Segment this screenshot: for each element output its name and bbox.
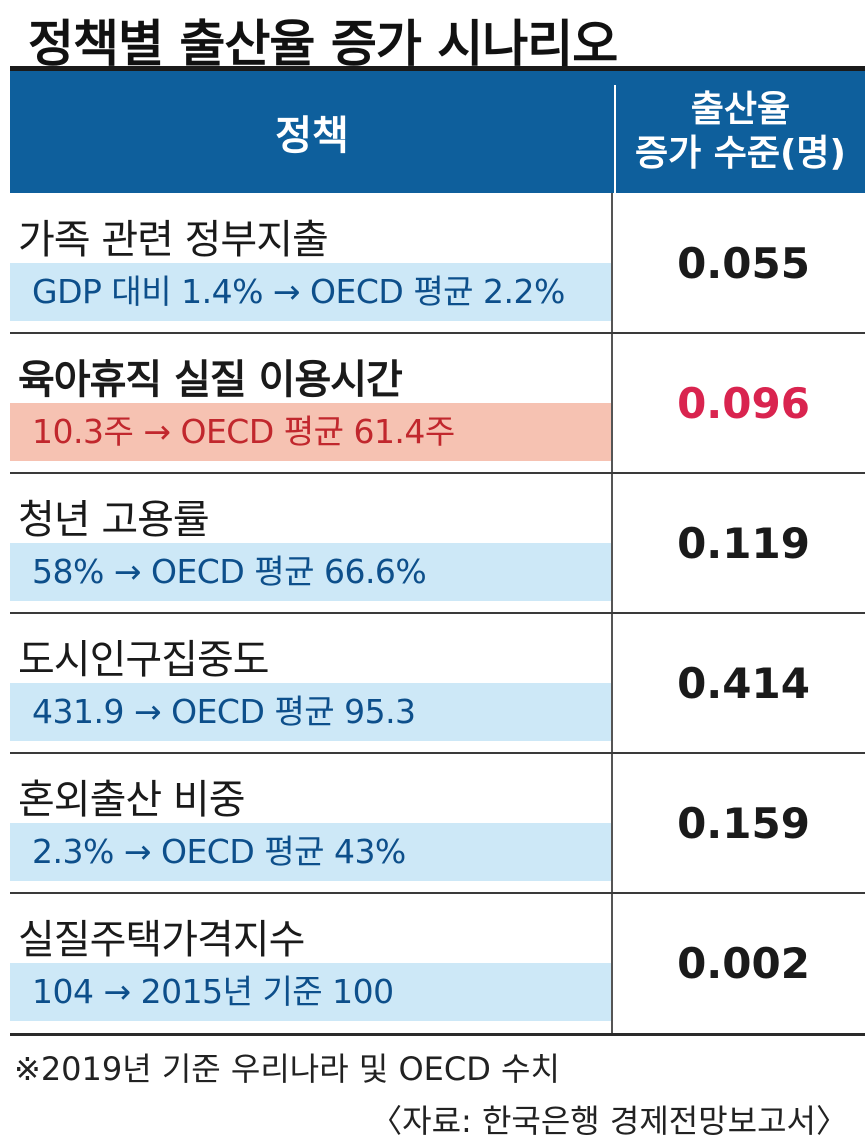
birthrate-value: 0.414 <box>677 658 810 708</box>
policy-name: 육아휴직 실질 이용시간 <box>18 357 403 403</box>
row-divider <box>10 612 865 614</box>
row-divider <box>10 332 865 334</box>
policy-detail: 58% → OECD 평균 66.6% <box>10 543 612 601</box>
birthrate-value: 0.096 <box>677 378 810 428</box>
policy-name: 청년 고용률 <box>18 497 210 543</box>
header-divider <box>614 85 616 195</box>
birthrate-value: 0.159 <box>677 798 810 848</box>
table-row: 혼외출산 비중 2.3% → OECD 평균 43% 0.159 <box>10 753 865 893</box>
policy-detail: 10.3주 → OECD 평균 61.4주 <box>10 403 612 461</box>
table-row: 가족 관련 정부지출 GDP 대비 1.4% → OECD 평균 2.2% 0.05… <box>10 193 865 333</box>
policy-name: 실질주택가격지수 <box>18 917 305 963</box>
chart-title: 정책별 출산율 증가 시나리오 <box>28 15 618 73</box>
policy-name: 가족 관련 정부지출 <box>18 217 329 263</box>
column-divider <box>611 333 613 473</box>
header-birthrate: 출산율 증가 수준(명) <box>634 89 847 174</box>
row-divider <box>10 472 865 474</box>
row-divider <box>10 892 865 894</box>
policy-detail: 104 → 2015년 기준 100 <box>10 963 612 1021</box>
table-bottom-rule <box>10 1033 865 1036</box>
birthrate-value: 0.002 <box>677 938 810 988</box>
table-row: 청년 고용률 58% → OECD 평균 66.6% 0.119 <box>10 473 865 613</box>
column-divider <box>611 893 613 1033</box>
policy-name: 혼외출산 비중 <box>18 777 246 823</box>
row-divider <box>10 752 865 754</box>
policy-name: 도시인구집중도 <box>18 637 270 683</box>
policy-detail: 431.9 → OECD 평균 95.3 <box>10 683 612 741</box>
title-rule <box>10 66 865 71</box>
footnote: ※2019년 기준 우리나라 및 OECD 수치 <box>14 1050 560 1088</box>
source-note: 〈자료: 한국은행 경제전망보고서〉 <box>370 1102 848 1140</box>
table-header: 정책 출산율 증가 수준(명) <box>10 71 865 195</box>
policy-detail: 2.3% → OECD 평균 43% <box>10 823 612 881</box>
policy-detail: GDP 대비 1.4% → OECD 평균 2.2% <box>10 263 612 321</box>
birthrate-value: 0.055 <box>677 238 810 288</box>
column-divider <box>611 193 613 333</box>
birthrate-value: 0.119 <box>677 518 810 568</box>
header-policy: 정책 <box>275 113 349 159</box>
column-divider <box>611 753 613 893</box>
column-divider <box>611 613 613 753</box>
table-row: 도시인구집중도 431.9 → OECD 평균 95.3 0.414 <box>10 613 865 753</box>
table-row: 육아휴직 실질 이용시간 10.3주 → OECD 평균 61.4주 0.096 <box>10 333 865 473</box>
column-divider <box>611 473 613 613</box>
table-row: 실질주택가격지수 104 → 2015년 기준 100 0.002 <box>10 893 865 1033</box>
